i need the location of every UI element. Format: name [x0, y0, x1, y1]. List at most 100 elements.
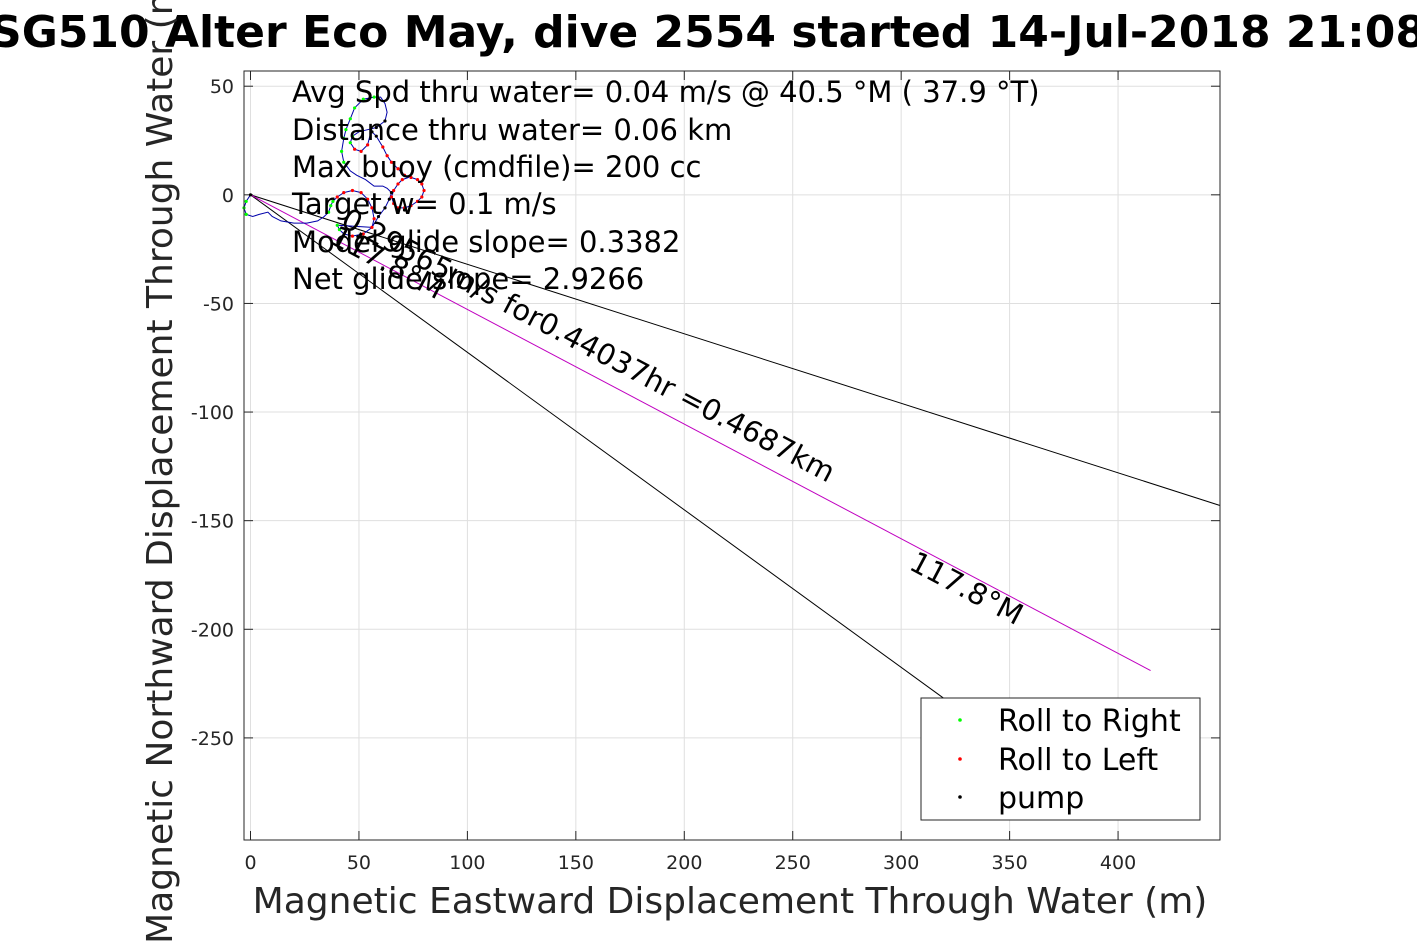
legend-label-pump: pump — [998, 781, 1084, 816]
roll-right-point — [348, 117, 352, 121]
roll-left-point — [385, 154, 389, 158]
axis-ticks: 0 50 100 150 200 250 300 350 400 50 0 -50 -100 -150 -2… — [191, 71, 1220, 874]
roll-left-point — [370, 225, 374, 230]
roll-left-point — [415, 178, 420, 182]
pump-point — [383, 206, 387, 210]
roll-left-point — [415, 199, 420, 203]
heading-line-2 — [250, 194, 1151, 672]
roll-right-point — [337, 227, 342, 232]
heading-line-0 — [250, 194, 1221, 506]
roll-right-point — [348, 141, 352, 145]
pump-point — [376, 214, 381, 219]
legend-label-roll-right: Roll to Right — [998, 704, 1181, 739]
pump-point — [389, 191, 394, 195]
heading-line-1 — [250, 194, 969, 717]
legend-marker-roll-left — [958, 757, 962, 761]
legend-box — [920, 697, 1201, 821]
pump-point — [396, 208, 400, 212]
roll-right-point — [372, 95, 376, 99]
chart-title: SG510 Alter Eco May, dive 2554 started 1… — [0, 7, 1417, 58]
pump-point — [374, 125, 378, 130]
roll-right-point — [329, 204, 333, 208]
x-tick-label: 400 — [1100, 852, 1136, 874]
roll-right-point — [342, 136, 346, 140]
roll-left-point — [402, 173, 407, 177]
pump-point — [374, 134, 378, 138]
roll-left-point — [335, 195, 339, 199]
roll-left-point — [372, 217, 376, 221]
roll-left-point — [361, 232, 365, 236]
info-net-glide-slope: Net glide slope= 2.9266 — [292, 262, 644, 296]
pump-point — [387, 197, 391, 201]
x-tick-label: 300 — [883, 852, 919, 874]
roll-right-point — [331, 199, 335, 203]
roll-left-point — [396, 167, 400, 171]
roll-left-point — [350, 188, 355, 193]
x-tick-label: 50 — [347, 852, 371, 874]
legend: Roll to Right Roll to Left pump — [920, 697, 1201, 821]
roll-right-point — [342, 160, 346, 164]
x-tick-label: 350 — [991, 852, 1027, 874]
roll-right-point — [350, 134, 355, 138]
info-max-buoy: Max buoy (cmdfile)= 200 cc — [292, 150, 701, 184]
roll-left-point — [409, 204, 413, 208]
y-tick-label: -250 — [191, 728, 234, 750]
roll-left-point — [366, 197, 370, 201]
info-avg-speed: Avg Spd thru water= 0.04 m/s @ 40.5 °M (… — [292, 75, 1040, 109]
roll-left-point — [350, 234, 355, 238]
legend-marker-pump — [958, 795, 962, 799]
plot-frame — [243, 70, 1221, 841]
roll-right-point — [326, 210, 331, 214]
roll-right-point — [353, 106, 357, 110]
roll-left-point — [366, 143, 370, 147]
legend-marker-roll-right — [958, 718, 962, 722]
roll-left-point — [381, 145, 385, 149]
x-tick-label: 100 — [449, 852, 485, 874]
legend-label-roll-left: Roll to Left — [998, 743, 1158, 778]
info-distance: Distance thru water= 0.06 km — [292, 113, 732, 147]
y-tick-label: -150 — [191, 511, 234, 533]
info-target-w: Target w= 0.1 m/s — [291, 187, 557, 221]
y-tick-label: 50 — [210, 76, 234, 98]
y-tick-label: -50 — [203, 293, 234, 315]
x-tick-label: 200 — [666, 852, 702, 874]
pump-point — [370, 130, 374, 134]
roll-left-point — [396, 182, 400, 186]
heading-lines — [250, 194, 1221, 717]
roll-right-point — [335, 223, 339, 227]
roll-left-point — [370, 206, 374, 210]
roll-left-point — [400, 178, 404, 182]
y-tick-label: -200 — [191, 619, 234, 641]
info-model-glide-slope: Model glide slope= 0.3382 — [292, 225, 680, 259]
roll-left-point — [389, 195, 394, 199]
roll-left-point — [409, 175, 413, 180]
y-tick-label: -100 — [191, 402, 234, 424]
roll-left-point — [359, 191, 363, 195]
y-axis-label: Magnetic Northward Displacement Through … — [140, 0, 181, 944]
x-tick-label: 250 — [775, 852, 811, 874]
roll-left-point — [420, 182, 424, 186]
roll-right-point — [361, 97, 365, 101]
dive-info-block: Avg Spd thru water= 0.04 m/s @ 40.5 °M (… — [291, 75, 1040, 296]
roll-right-point — [244, 212, 248, 216]
pump-point — [248, 193, 253, 197]
x-axis-label: Magnetic Eastward Displacement Through W… — [253, 881, 1208, 922]
roll-left-point — [342, 191, 346, 195]
x-tick-label: 150 — [558, 852, 594, 874]
roll-left-point — [420, 195, 424, 199]
roll-left-point — [353, 147, 357, 151]
roll-left-point — [389, 160, 394, 164]
roll-right-point — [344, 128, 348, 132]
pump-point — [402, 208, 407, 212]
roll-right-point — [340, 149, 344, 153]
roll-left-point — [422, 188, 426, 193]
y-tick-label: 0 — [222, 185, 234, 207]
roll-right-point — [244, 199, 248, 203]
x-tick-label: 0 — [244, 852, 256, 874]
roll-left-point — [392, 201, 396, 206]
roll-left-point — [359, 149, 363, 153]
roll-left-point — [392, 188, 396, 193]
track-points — [242, 95, 426, 238]
pump-point — [383, 119, 387, 123]
